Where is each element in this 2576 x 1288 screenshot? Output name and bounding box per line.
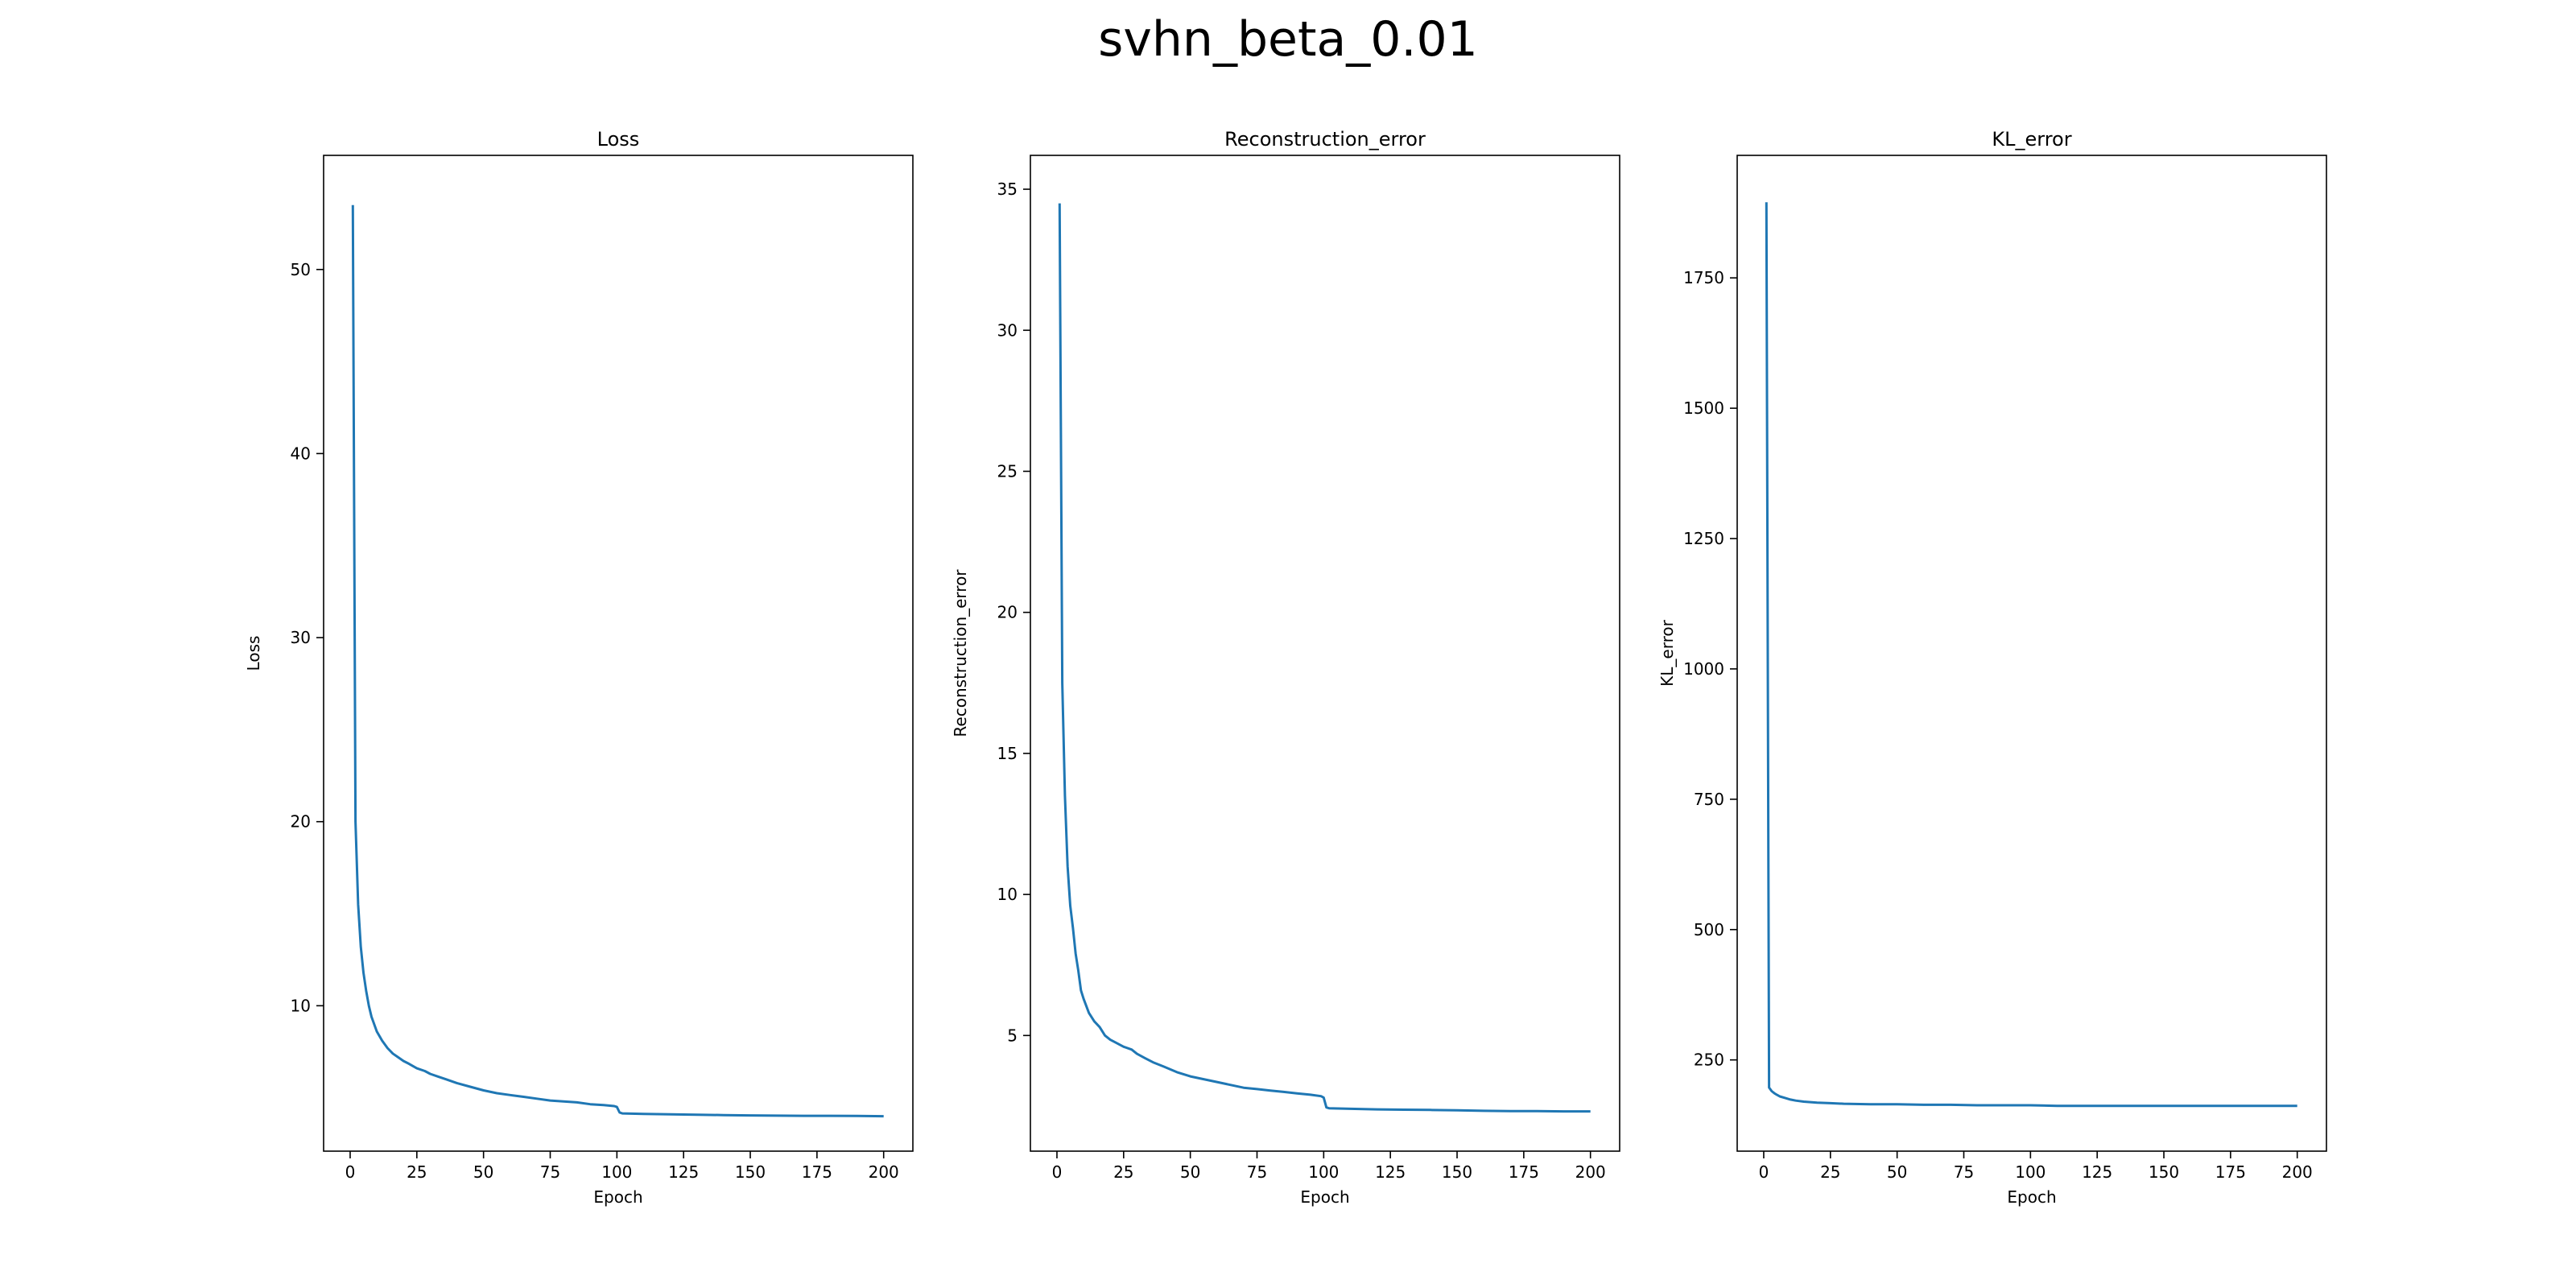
x-tick-label: 100 — [2015, 1162, 2046, 1182]
y-tick-label: 30 — [291, 628, 311, 647]
series-line — [351, 204, 884, 1118]
x-axis-label: Epoch — [593, 1187, 642, 1207]
y-tick-label: 20 — [291, 812, 311, 832]
y-tick-label: 1500 — [1683, 398, 1724, 418]
y-tick-label: 10 — [291, 996, 311, 1015]
x-tick-label: 125 — [668, 1162, 699, 1182]
y-tick-label: 40 — [291, 444, 311, 463]
y-tick-label: 750 — [1694, 790, 1724, 809]
axes-frame — [1030, 155, 1620, 1152]
x-tick-label: 175 — [802, 1162, 832, 1182]
subplot-title: Reconstruction_error — [1224, 128, 1426, 151]
x-tick-label: 175 — [1509, 1162, 1539, 1182]
y-tick-label: 250 — [1694, 1051, 1724, 1070]
x-tick-label: 0 — [1759, 1162, 1769, 1182]
x-tick-label: 100 — [601, 1162, 632, 1182]
x-tick-label: 200 — [869, 1162, 899, 1182]
axes-frame — [1736, 155, 2327, 1152]
x-tick-label: 0 — [345, 1162, 356, 1182]
x-tick-label: 75 — [540, 1162, 560, 1182]
x-tick-label: 25 — [1820, 1162, 1840, 1182]
x-tick-label: 125 — [2082, 1162, 2112, 1182]
x-tick-label: 175 — [2215, 1162, 2246, 1182]
y-axis-label: KL_error — [1657, 619, 1677, 686]
series-line — [1765, 202, 2297, 1108]
y-tick-label: 1250 — [1683, 529, 1724, 548]
y-tick-label: 500 — [1694, 920, 1724, 939]
x-tick-label: 150 — [735, 1162, 766, 1182]
figure-suptitle: svhn_beta_0.01 — [1098, 11, 1478, 68]
x-tick-label: 125 — [1375, 1162, 1406, 1182]
subplot-3: 0 25 50 75 100 125 150 175 200 250 500 750 1000 1250 1… — [1657, 128, 2327, 1207]
x-tick-label: 0 — [1052, 1162, 1063, 1182]
x-tick-label: 200 — [2282, 1162, 2313, 1182]
subplot-2: 0 25 50 75 100 125 150 175 200 5 10 15 20 25 30 35 Recon… — [951, 128, 1620, 1207]
y-tick-label: 20 — [997, 603, 1018, 622]
y-axis-label: Loss — [244, 636, 263, 671]
series-line — [1058, 203, 1591, 1113]
x-tick-label: 200 — [1575, 1162, 1606, 1182]
x-tick-label: 150 — [1442, 1162, 1472, 1182]
x-tick-label: 50 — [1180, 1162, 1200, 1182]
y-tick-label: 15 — [997, 744, 1018, 763]
subplot-1: 0 25 50 75 100 125 150 175 200 10 20 30 40 50 Loss Epoc… — [244, 128, 914, 1207]
x-axis-label: Epoch — [2007, 1187, 2056, 1207]
x-tick-label: 50 — [1887, 1162, 1907, 1182]
y-tick-label: 1000 — [1683, 659, 1724, 679]
y-tick-label: 35 — [997, 180, 1018, 199]
y-tick-label: 50 — [291, 260, 311, 279]
axes-frame — [323, 155, 914, 1152]
x-tick-label: 100 — [1308, 1162, 1339, 1182]
x-tick-label: 50 — [473, 1162, 493, 1182]
x-tick-label: 25 — [407, 1162, 427, 1182]
y-tick-label: 30 — [997, 320, 1018, 340]
x-tick-label: 150 — [2149, 1162, 2179, 1182]
y-tick-label: 25 — [997, 461, 1018, 481]
subplot-title: Loss — [597, 128, 640, 151]
y-tick-label: 1750 — [1683, 268, 1724, 287]
subplot-title: KL_error — [1992, 128, 2071, 151]
y-tick-label: 5 — [1007, 1026, 1018, 1045]
y-axis-label: Reconstruction_error — [951, 569, 970, 737]
x-axis-label: Epoch — [1300, 1187, 1349, 1207]
x-tick-label: 75 — [1247, 1162, 1267, 1182]
x-tick-label: 75 — [1954, 1162, 1974, 1182]
y-tick-label: 10 — [997, 885, 1018, 904]
x-tick-label: 25 — [1113, 1162, 1133, 1182]
